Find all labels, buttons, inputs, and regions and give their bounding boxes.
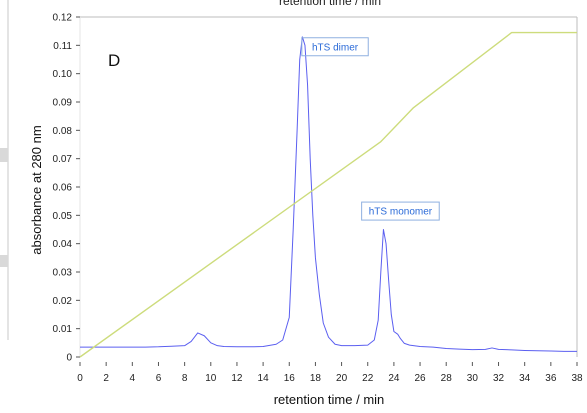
x-tick-label: 38 [571, 373, 583, 384]
y-tick-label: 0.09 [53, 98, 73, 109]
x-tick-label: 36 [545, 373, 557, 384]
y-tick-label: 0 [66, 353, 72, 364]
plot-frame [79, 16, 578, 357]
x-tick-label: 14 [258, 373, 270, 384]
x-tick-label: 4 [130, 373, 136, 384]
y-axis-label: absorbance at 280 nm [29, 125, 44, 254]
top-cropped-title: retention time / min [279, 0, 381, 8]
y-tick-label: 0.11 [53, 41, 72, 52]
y-axis-ticks: 0 0.01 0.02 0.03 0.04 0.05 0.06 0.07 0.08 0.09 0.1… [53, 13, 80, 364]
x-tick-label: 28 [441, 373, 453, 384]
absorbance-trace [80, 36, 577, 352]
x-tick-label: 22 [362, 373, 374, 384]
gradient-line [79, 31, 577, 358]
annotation-box [361, 201, 440, 221]
x-tick-label: 16 [284, 373, 296, 384]
y-tick-label: 0.04 [53, 239, 73, 250]
annotations: hTS dimer hTS monomer [301, 37, 440, 221]
x-tick-label: 24 [388, 373, 400, 384]
series-layer [79, 31, 577, 358]
cropped-left-panel-edge [0, 0, 9, 340]
y-tick-label: 0.08 [53, 126, 73, 137]
x-tick-label: 12 [231, 373, 243, 384]
y-tick-label: 0.06 [53, 183, 73, 194]
y-tick-label: 0.01 [53, 324, 73, 335]
x-tick-label: 8 [182, 373, 188, 384]
y-tick-label: 0.02 [53, 296, 73, 307]
y-tick-label: 0.03 [53, 268, 73, 279]
x-tick-label: 2 [103, 373, 109, 384]
panel-letter: D [108, 51, 120, 70]
y-tick-label: 0.07 [53, 154, 73, 165]
annotation-label: hTS dimer [312, 42, 359, 53]
x-tick-label: 10 [205, 373, 217, 384]
x-tick-label: 0 [77, 373, 83, 384]
x-tick-label: 20 [336, 373, 348, 384]
x-tick-label: 30 [467, 373, 479, 384]
x-tick-label: 34 [519, 373, 531, 384]
y-tick-label: 0.12 [53, 13, 73, 24]
x-axis-ticks: 0 2 4 6 8 10 12 14 16 18 20 22 24 26 28 30 32 34 36 38 [77, 362, 583, 384]
annotation-box [301, 37, 369, 57]
y-tick-label: 0.10 [53, 69, 73, 80]
x-axis-label: retention time / min [274, 392, 385, 407]
x-tick-label: 32 [493, 373, 505, 384]
annotation-label: hTS monomer [369, 207, 433, 218]
x-tick-label: 26 [414, 373, 426, 384]
x-tick-label: 18 [310, 373, 322, 384]
x-tick-label: 6 [156, 373, 162, 384]
y-tick-label: 0.05 [53, 211, 73, 222]
